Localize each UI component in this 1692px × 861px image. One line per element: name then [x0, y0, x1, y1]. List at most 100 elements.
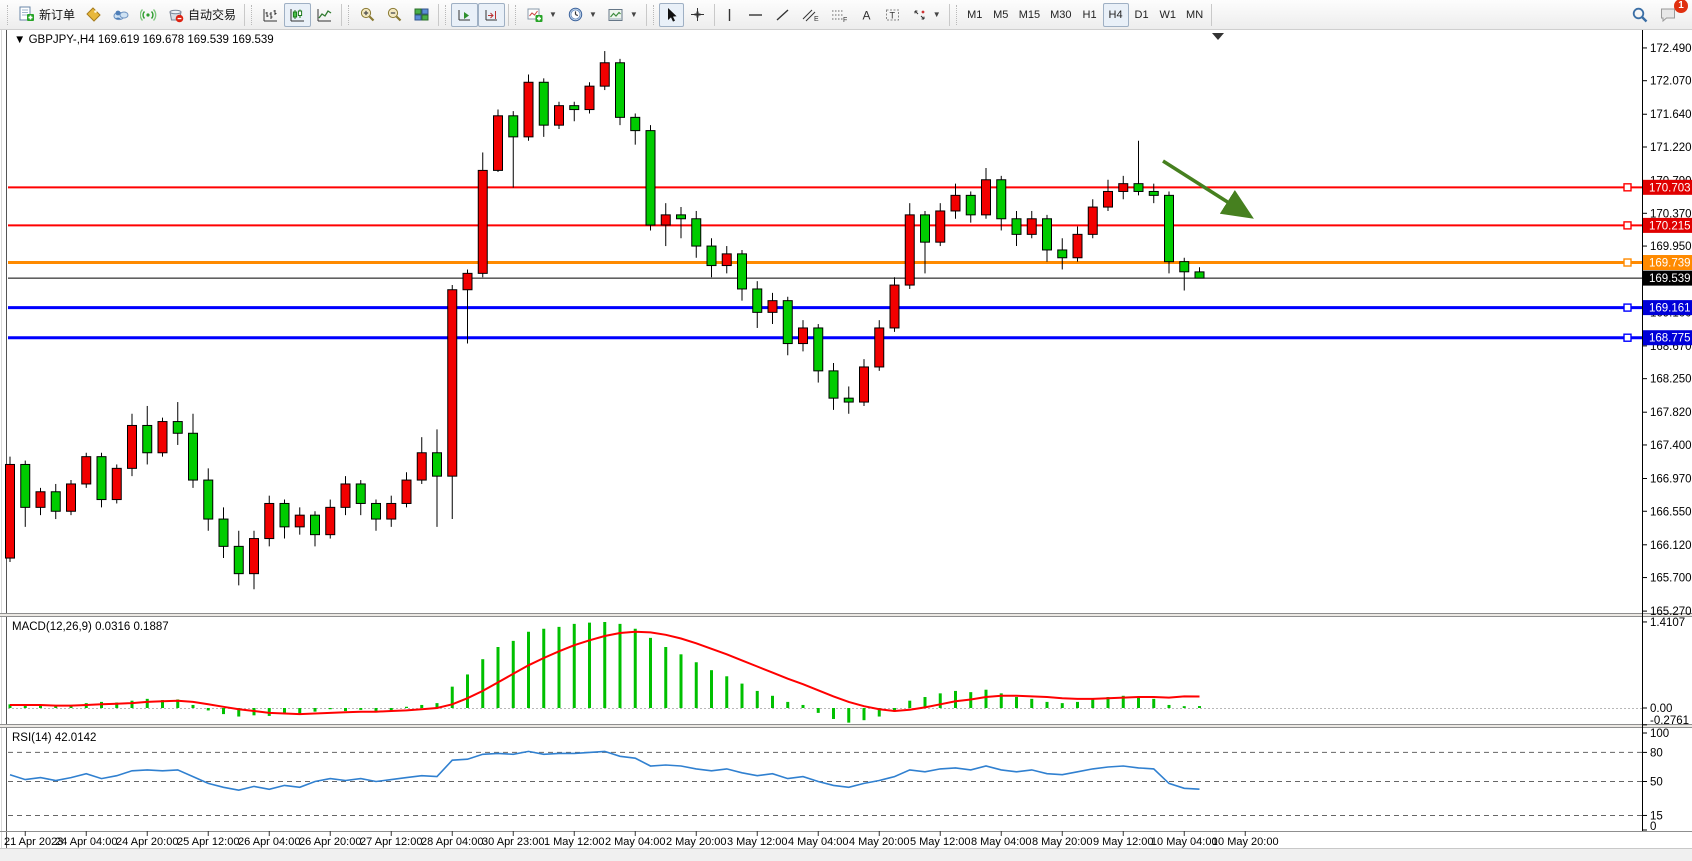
templates-button[interactable]: ▼ — [602, 3, 643, 27]
timeframe-m15[interactable]: M15 — [1014, 3, 1045, 27]
trendline-tool-button[interactable] — [769, 3, 796, 27]
candlestick — [1011, 210, 1022, 247]
price-tag-icon — [86, 7, 101, 22]
trend-arrow-annotation[interactable] — [1162, 159, 1254, 219]
price-tick-label: 166.120 — [1650, 540, 1692, 552]
line-handle[interactable] — [1623, 221, 1632, 230]
tile-windows-button[interactable] — [408, 3, 435, 27]
toolbar-grip — [7, 4, 11, 25]
macd-axis-label: 0.00 — [1650, 703, 1672, 715]
time-tick-label: 2 May 04:00 — [605, 836, 666, 848]
time-tick-label: 4 May 04:00 — [788, 836, 849, 848]
crosshair-tool-button[interactable] — [684, 3, 711, 27]
label-tool-button[interactable]: T — [879, 3, 906, 27]
line-handle[interactable] — [1623, 183, 1632, 192]
line-chart-button[interactable] — [311, 3, 338, 27]
svg-text:169.739: 169.739 — [1649, 258, 1691, 270]
chat-icon — [1661, 8, 1675, 23]
timeframe-m5[interactable]: M5 — [988, 3, 1014, 27]
channel-tool-button[interactable]: E — [796, 3, 825, 27]
candlestick — [706, 238, 717, 278]
candlestick — [798, 320, 808, 352]
time-tick-label: 8 May 04:00 — [971, 836, 1032, 848]
candlestick — [1164, 191, 1174, 274]
chart-autoscroll-button[interactable] — [451, 2, 479, 27]
notifications-button[interactable]: 1 — [1654, 0, 1688, 27]
price-tick-label: 167.400 — [1650, 440, 1692, 452]
candlestick — [233, 530, 244, 586]
timeframe-d1[interactable]: D1 — [1129, 3, 1155, 27]
candlestick — [691, 210, 702, 258]
candlestick — [340, 476, 351, 516]
zoom-out-button[interactable] — [381, 3, 408, 27]
timeframe-h1[interactable]: H1 — [1077, 3, 1103, 27]
candlestick — [447, 285, 458, 520]
autotrading-icon — [169, 9, 184, 23]
search-button[interactable] — [1626, 3, 1654, 27]
timeframe-m30[interactable]: M30 — [1045, 3, 1076, 27]
candlestick — [752, 281, 763, 328]
candlestick — [142, 405, 153, 465]
candlestick-chart-icon — [290, 8, 305, 21]
candlestick — [355, 480, 366, 516]
toolbar-separator — [508, 3, 510, 26]
candlestick — [172, 402, 183, 445]
candlestick — [493, 109, 503, 172]
svg-text:170.703: 170.703 — [1649, 182, 1691, 194]
line-handle[interactable] — [1623, 303, 1632, 312]
price-tick-label: 171.640 — [1650, 109, 1692, 121]
signals-button[interactable] — [135, 3, 162, 27]
chart-shift-button[interactable] — [478, 2, 506, 27]
candlestick — [813, 324, 824, 383]
time-tick-label: 8 May 20:00 — [1032, 836, 1093, 848]
price-tick-label: 166.970 — [1650, 474, 1692, 486]
time-tick-label: 30 Apr 23:00 — [482, 836, 544, 848]
candlestick — [767, 292, 778, 325]
candlestick-chart-button[interactable] — [284, 2, 312, 27]
price-alert-button[interactable] — [80, 3, 107, 27]
timeframe-mn[interactable]: MN — [1181, 3, 1208, 27]
zoom-in-button[interactable] — [354, 3, 381, 27]
svg-text:169.161: 169.161 — [1649, 303, 1691, 315]
autotrading-button[interactable]: 自动交易 — [162, 3, 241, 27]
svg-text:A: A — [862, 8, 870, 22]
candlestick — [386, 495, 397, 527]
panel-splitter[interactable] — [0, 724, 1692, 728]
candlestick — [96, 452, 107, 508]
dropdown-caret-icon: ▼ — [588, 10, 597, 19]
price-tick-label: 165.270 — [1650, 606, 1692, 618]
timeframe-h4[interactable]: H4 — [1102, 2, 1129, 27]
new-order-button[interactable]: 新订单 — [13, 3, 80, 27]
fibonacci-tool-button[interactable]: F — [825, 3, 854, 27]
cloud-icon — [113, 10, 129, 20]
candlestick — [279, 499, 290, 539]
cursor-tool-button[interactable] — [658, 2, 684, 27]
timeframe-w1[interactable]: W1 — [1155, 3, 1182, 27]
crosshair-icon — [690, 8, 704, 21]
chart-shift-marker[interactable] — [1212, 33, 1224, 40]
line-handle[interactable] — [1623, 258, 1632, 267]
svg-text:T: T — [889, 10, 895, 20]
arrows-tool-button[interactable]: ▼ — [906, 3, 946, 27]
zoom-in-icon — [360, 7, 375, 22]
panel-splitter[interactable] — [0, 613, 1692, 617]
search-icon — [1632, 7, 1648, 22]
candlestick — [477, 152, 488, 278]
line-chart-icon — [317, 8, 332, 21]
periods-button[interactable]: ▼ — [562, 3, 602, 27]
text-tool-button[interactable]: A — [854, 3, 879, 27]
market-watch-button[interactable] — [107, 3, 135, 27]
horizontal-line-tool-button[interactable] — [742, 3, 769, 27]
svg-text:F: F — [843, 17, 847, 23]
candlestick — [111, 464, 122, 504]
line-handle[interactable] — [1623, 333, 1632, 342]
add-indicator-button[interactable]: ▼ — [521, 3, 562, 27]
macd-axis-label: 1.4107 — [1650, 617, 1685, 629]
time-tick-label: 10 May 04:00 — [1151, 836, 1218, 848]
svg-text:170.215: 170.215 — [1649, 220, 1691, 232]
vertical-line-tool-button[interactable] — [718, 3, 742, 27]
timeframe-m1[interactable]: M1 — [962, 3, 988, 27]
candlestick — [920, 210, 930, 274]
bar-chart-button[interactable] — [257, 3, 284, 27]
